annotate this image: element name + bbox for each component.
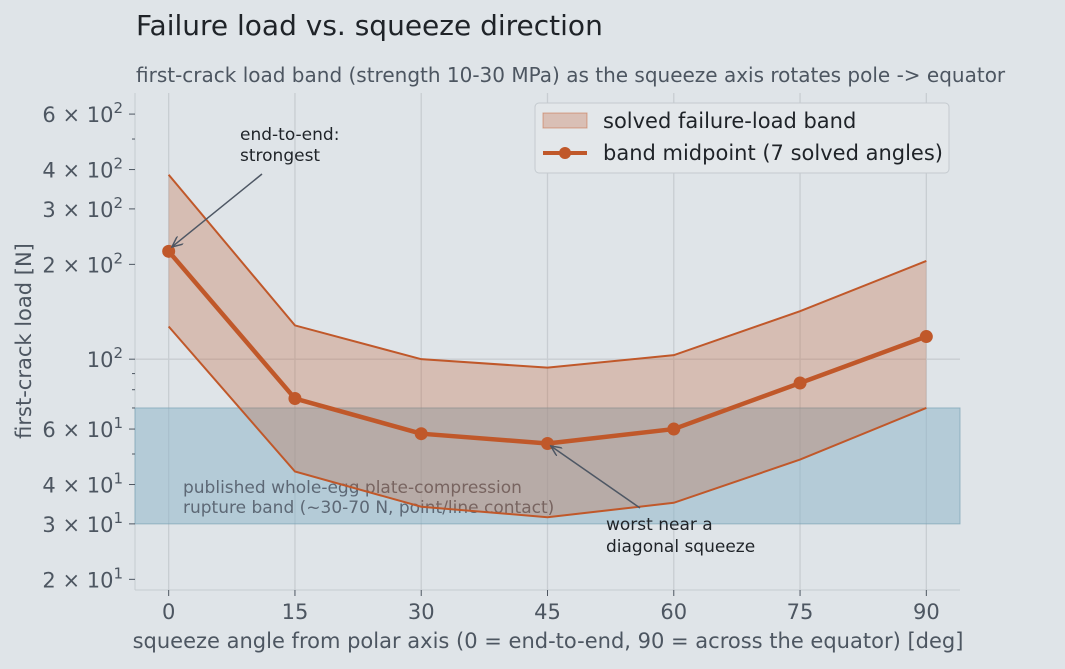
y-tick-label: 3 × 102	[42, 194, 123, 222]
y-tick-label: 2 × 102	[42, 249, 123, 277]
reference-band-label: rupture band (~30-70 N, point/line conta…	[183, 498, 554, 518]
x-tick-label: 30	[408, 600, 435, 624]
midpoint-marker	[414, 427, 428, 441]
failure-band-upper-edge	[167, 174, 927, 369]
x-tick-label: 15	[282, 600, 309, 624]
annotation-strongest-text: end-to-end:	[240, 125, 339, 145]
annotation-strongest-arrow	[173, 173, 263, 246]
reference-band	[134, 407, 961, 525]
legend: solved failure-load band band midpoint (…	[534, 102, 950, 174]
legend-band-swatch	[542, 112, 588, 129]
annotation-worst-arrow	[552, 446, 641, 509]
y-tick-label: 2 × 101	[42, 564, 123, 592]
x-tick-label: 90	[913, 600, 940, 624]
midpoint-marker	[793, 376, 807, 390]
y-tick-label: 6 × 101	[42, 414, 123, 442]
midpoint-marker	[919, 330, 933, 344]
failure-band-area	[168, 174, 927, 518]
legend-line-label: band midpoint (7 solved angles)	[603, 141, 943, 165]
x-tick-label: 60	[660, 600, 687, 624]
midpoint-marker	[667, 422, 681, 436]
y-tick-label: 4 × 101	[42, 470, 123, 498]
y-tick-label: 6 × 102	[42, 99, 123, 127]
chart-title: Failure load vs. squeeze direction	[136, 9, 603, 42]
y-axis-label: first-crack load [N]	[12, 243, 36, 439]
y-tick-label: 4 × 102	[42, 155, 123, 183]
chart-subtitle: first-crack load band (strength 10-30 MP…	[136, 63, 1006, 87]
legend-band-label: solved failure-load band	[603, 109, 856, 133]
y-tick-label: 102	[87, 344, 123, 372]
annotation-strongest-text: strongest	[240, 146, 320, 166]
x-tick-label: 0	[162, 600, 175, 624]
annotation-worst-text: worst near a	[606, 515, 713, 535]
plot-area: published whole-egg plate-compressionrup…	[42, 93, 961, 624]
legend-line-marker	[559, 147, 571, 159]
legend-box	[534, 102, 950, 174]
x-tick-label: 75	[787, 600, 814, 624]
y-tick-label: 3 × 101	[42, 509, 123, 537]
midpoint-marker	[288, 392, 302, 406]
annotation-worst-text: diagonal squeeze	[606, 537, 755, 557]
x-axis-label: squeeze angle from polar axis (0 = end-t…	[133, 629, 964, 653]
failure-band-lower-edge	[167, 325, 927, 519]
midpoint-marker	[541, 436, 554, 450]
x-tick-label: 45	[534, 600, 561, 624]
